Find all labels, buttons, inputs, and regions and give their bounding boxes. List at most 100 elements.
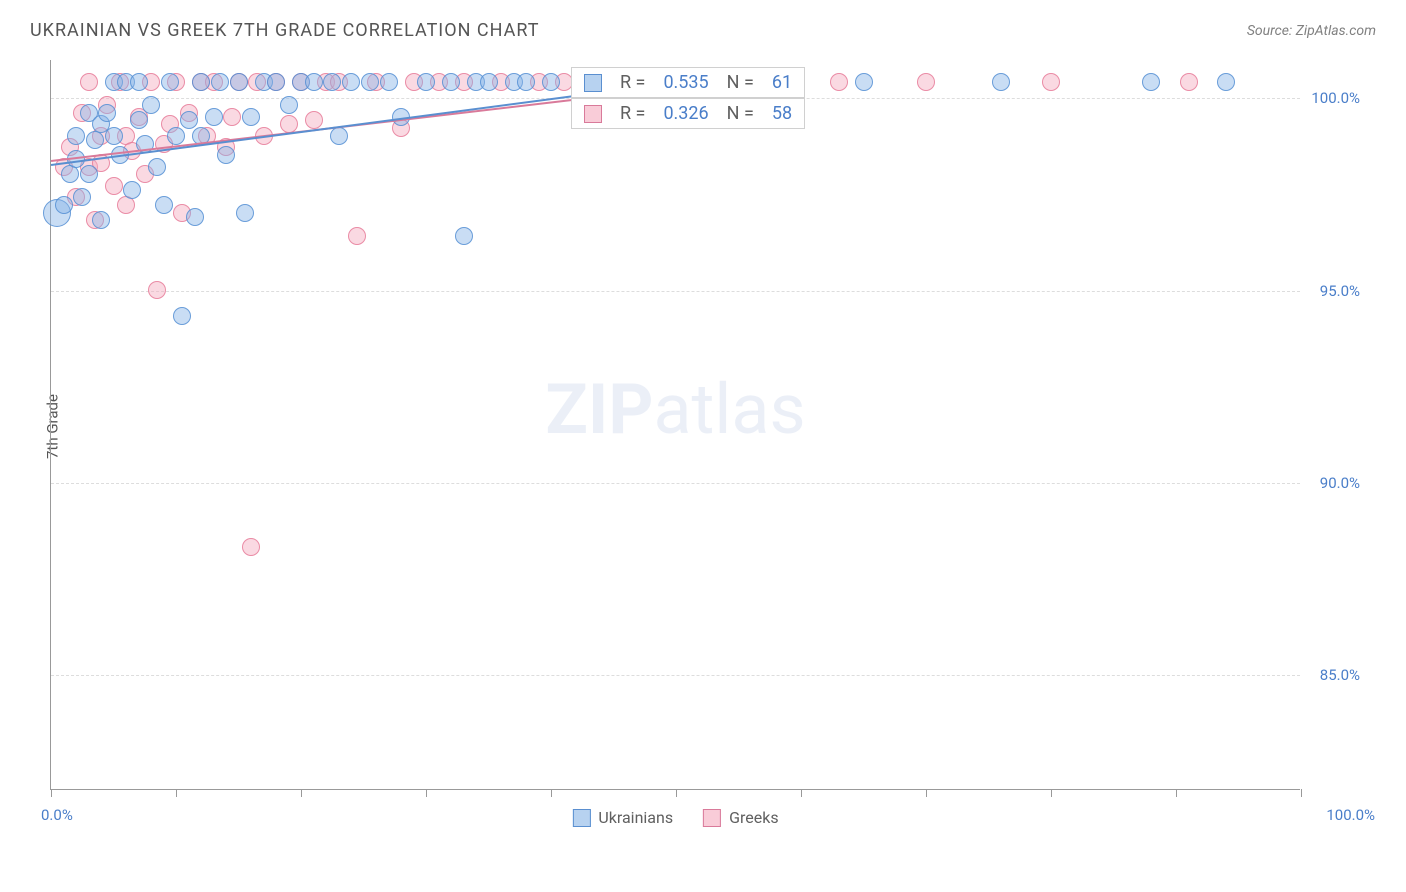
scatter-point	[192, 73, 210, 91]
x-tick	[801, 789, 802, 797]
scatter-point	[155, 196, 173, 214]
scatter-point	[1217, 73, 1235, 91]
stats-box-pink: R = 0.326 N = 58	[571, 98, 805, 129]
scatter-point	[1180, 73, 1198, 91]
scatter-point	[417, 73, 435, 91]
scatter-point	[105, 127, 123, 145]
scatter-point	[517, 73, 535, 91]
stats-r-label-p: R =	[620, 103, 645, 124]
scatter-point	[117, 196, 135, 214]
x-max-label: 100.0%	[1326, 806, 1375, 824]
x-tick	[1051, 789, 1052, 797]
scatter-point	[348, 227, 366, 245]
y-tick-label: 85.0%	[1320, 666, 1360, 684]
scatter-point	[205, 108, 223, 126]
scatter-point	[267, 73, 285, 91]
stats-r-blue: 0.535	[663, 72, 708, 93]
scatter-point	[92, 211, 110, 229]
scatter-point	[305, 111, 323, 129]
legend-item-blue: Ukrainians	[572, 808, 673, 827]
legend-label-pink: Greeks	[729, 808, 779, 827]
y-tick-label: 95.0%	[1320, 282, 1360, 300]
y-tick-label: 90.0%	[1320, 474, 1360, 492]
scatter-point	[992, 73, 1010, 91]
stats-n-label: N =	[727, 72, 754, 93]
scatter-point	[342, 73, 360, 91]
scatter-point	[67, 127, 85, 145]
scatter-point	[380, 73, 398, 91]
x-tick	[676, 789, 677, 797]
scatter-point	[130, 111, 148, 129]
stats-swatch-blue	[584, 74, 602, 92]
scatter-point	[211, 73, 229, 91]
scatter-point	[223, 108, 241, 126]
scatter-point	[98, 104, 116, 122]
scatter-point	[280, 96, 298, 114]
scatter-point	[142, 96, 160, 114]
scatter-point	[73, 188, 91, 206]
scatter-point	[123, 181, 141, 199]
scatter-point	[167, 127, 185, 145]
stats-box-blue: R = 0.535 N = 61	[571, 67, 805, 98]
x-tick	[176, 789, 177, 797]
plot-area: ZIPatlas 0.0% 100.0% R = 0.535 N = 61 R …	[50, 60, 1300, 790]
scatter-point	[305, 73, 323, 91]
scatter-point	[330, 127, 348, 145]
scatter-point	[480, 73, 498, 91]
gridline	[51, 291, 1300, 292]
scatter-point	[148, 158, 166, 176]
gridline	[51, 483, 1300, 484]
watermark: ZIPatlas	[545, 369, 805, 451]
scatter-point	[455, 227, 473, 245]
legend-label-blue: Ukrainians	[598, 808, 673, 827]
stats-r-pink: 0.326	[663, 103, 708, 124]
scatter-point	[917, 73, 935, 91]
scatter-point	[1142, 73, 1160, 91]
stats-swatch-pink	[584, 105, 602, 123]
scatter-point	[55, 196, 73, 214]
scatter-point	[148, 281, 166, 299]
chart-source: Source: ZipAtlas.com	[1247, 23, 1376, 39]
x-tick	[926, 789, 927, 797]
scatter-point	[61, 165, 79, 183]
scatter-point	[86, 131, 104, 149]
x-tick	[1301, 789, 1302, 797]
scatter-point	[230, 73, 248, 91]
gridline	[51, 675, 1300, 676]
scatter-point	[80, 73, 98, 91]
stats-n-blue: 61	[772, 72, 792, 93]
x-tick	[426, 789, 427, 797]
scatter-point	[130, 73, 148, 91]
scatter-point	[442, 73, 460, 91]
legend-swatch-pink	[703, 809, 721, 827]
scatter-point	[361, 73, 379, 91]
scatter-point	[173, 307, 191, 325]
legend: Ukrainians Greeks	[572, 808, 778, 827]
scatter-point	[855, 73, 873, 91]
scatter-point	[186, 208, 204, 226]
scatter-point	[80, 165, 98, 183]
watermark-bold: ZIP	[545, 369, 653, 451]
y-tick-label: 100.0%	[1311, 89, 1360, 107]
scatter-point	[236, 204, 254, 222]
scatter-point	[830, 73, 848, 91]
scatter-point	[242, 108, 260, 126]
stats-n-label-p: N =	[727, 103, 754, 124]
scatter-point	[542, 73, 560, 91]
x-tick	[51, 789, 52, 797]
scatter-point	[242, 538, 260, 556]
scatter-point	[1042, 73, 1060, 91]
scatter-point	[323, 73, 341, 91]
scatter-point	[161, 73, 179, 91]
scatter-point	[105, 177, 123, 195]
chart-title: UKRAINIAN VS GREEK 7TH GRADE CORRELATION…	[30, 20, 539, 41]
scatter-point	[217, 146, 235, 164]
x-tick	[551, 789, 552, 797]
scatter-point	[180, 111, 198, 129]
x-tick	[301, 789, 302, 797]
legend-item-pink: Greeks	[703, 808, 779, 827]
stats-n-pink: 58	[772, 103, 792, 124]
watermark-light: atlas	[653, 369, 805, 451]
x-min-label: 0.0%	[41, 806, 73, 824]
chart-container: 7th Grade ZIPatlas 0.0% 100.0% R = 0.535…	[50, 60, 1380, 840]
